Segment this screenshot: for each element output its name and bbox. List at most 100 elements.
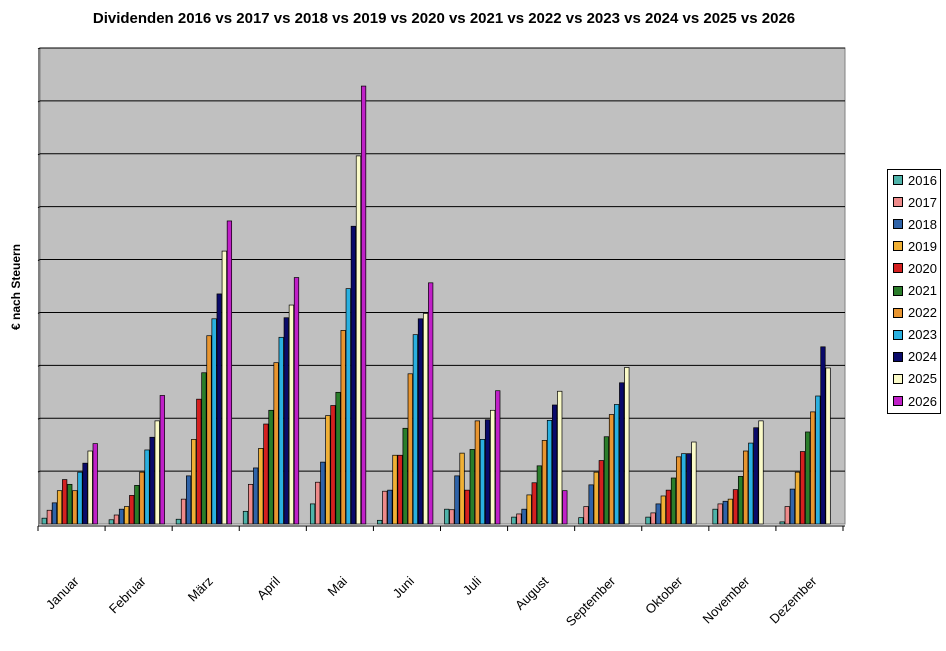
- bar: [650, 512, 656, 525]
- bar: [536, 465, 542, 525]
- legend-swatch: [893, 285, 903, 296]
- x-tick-label: Mai: [325, 573, 350, 598]
- bar: [62, 479, 68, 525]
- legend-swatch: [893, 197, 903, 208]
- bar: [805, 431, 811, 525]
- bar: [248, 483, 254, 525]
- legend-swatch: [893, 396, 903, 406]
- bar: [675, 456, 682, 525]
- legend-swatch: [893, 351, 903, 362]
- x-tick-label: Juli: [460, 573, 484, 597]
- bar: [799, 451, 806, 525]
- x-tick-label: März: [185, 574, 216, 605]
- bar: [350, 225, 356, 525]
- legend-label: 2021: [908, 283, 937, 298]
- bar: [330, 405, 336, 525]
- bar: [598, 460, 604, 525]
- bar: [175, 518, 182, 525]
- bar: [794, 471, 801, 525]
- legend-item: 2026: [893, 393, 937, 409]
- bar: [660, 495, 666, 525]
- gridline-edge: [37, 259, 41, 262]
- bar: [603, 436, 610, 525]
- bar: [454, 475, 460, 525]
- bar: [608, 414, 615, 525]
- bar: [92, 443, 98, 525]
- bar: [206, 335, 212, 525]
- bar: [737, 476, 744, 525]
- bar: [273, 362, 279, 525]
- bar: [541, 440, 548, 525]
- bar: [552, 404, 558, 525]
- bar: [268, 409, 274, 525]
- bar: [191, 439, 197, 525]
- bar: [624, 367, 630, 525]
- bar: [134, 485, 140, 525]
- bar: [588, 484, 594, 525]
- bar: [263, 423, 269, 525]
- bar: [159, 395, 165, 525]
- bar: [124, 506, 130, 525]
- bar: [810, 411, 816, 525]
- bar: [72, 490, 78, 525]
- x-tick-label: Januar: [43, 573, 82, 612]
- bar: [278, 336, 284, 525]
- bar: [789, 488, 795, 525]
- bar: [686, 453, 692, 525]
- bar: [196, 398, 202, 525]
- bar: [614, 404, 620, 525]
- bar: [422, 313, 429, 525]
- bar: [469, 449, 475, 525]
- gridline-edge: [37, 364, 41, 367]
- legend-label: 2026: [908, 393, 937, 409]
- bar: [444, 508, 450, 525]
- legend-label: 2017: [908, 194, 937, 210]
- bar: [315, 481, 321, 525]
- bar: [216, 293, 222, 525]
- legend-swatch: [893, 329, 903, 340]
- bar: [495, 390, 501, 525]
- legend-swatch: [893, 175, 903, 185]
- bar: [820, 346, 826, 525]
- x-tick-label: November: [699, 573, 752, 626]
- bar: [655, 503, 661, 525]
- bar: [593, 471, 599, 525]
- bar: [464, 489, 470, 525]
- bar: [46, 509, 52, 525]
- bar: [253, 467, 259, 525]
- bar: [753, 427, 759, 525]
- bar: [118, 508, 125, 525]
- bar: [309, 503, 316, 525]
- legend-item: 2019: [893, 238, 937, 254]
- bar: [645, 516, 651, 525]
- bar: [56, 490, 63, 525]
- bar: [320, 461, 326, 525]
- gridline-edge: [37, 206, 41, 209]
- legend-item: 2025: [893, 371, 937, 387]
- bar: [665, 489, 672, 525]
- legend-label: 2018: [908, 216, 937, 232]
- legend-label: 2025: [908, 371, 937, 387]
- bar: [242, 510, 249, 525]
- x-tick-label: August: [512, 573, 551, 612]
- bar: [186, 475, 192, 525]
- bar: [108, 519, 114, 525]
- legend-item: 2024: [893, 349, 937, 365]
- legend-item: 2018: [893, 216, 937, 232]
- bar: [226, 220, 233, 525]
- bar: [397, 454, 403, 525]
- bar: [221, 250, 227, 525]
- bar: [531, 482, 537, 525]
- gridline-edge: [37, 47, 41, 50]
- bar: [784, 506, 790, 525]
- bar: [335, 391, 341, 525]
- bar: [51, 502, 58, 525]
- bar: [732, 489, 739, 525]
- x-tick-label: April: [254, 573, 283, 602]
- bar: [144, 449, 150, 525]
- x-tick-label: Februar: [106, 573, 149, 616]
- bar: [758, 420, 764, 525]
- bar: [360, 85, 367, 525]
- bar: [583, 506, 589, 525]
- bar: [180, 498, 187, 525]
